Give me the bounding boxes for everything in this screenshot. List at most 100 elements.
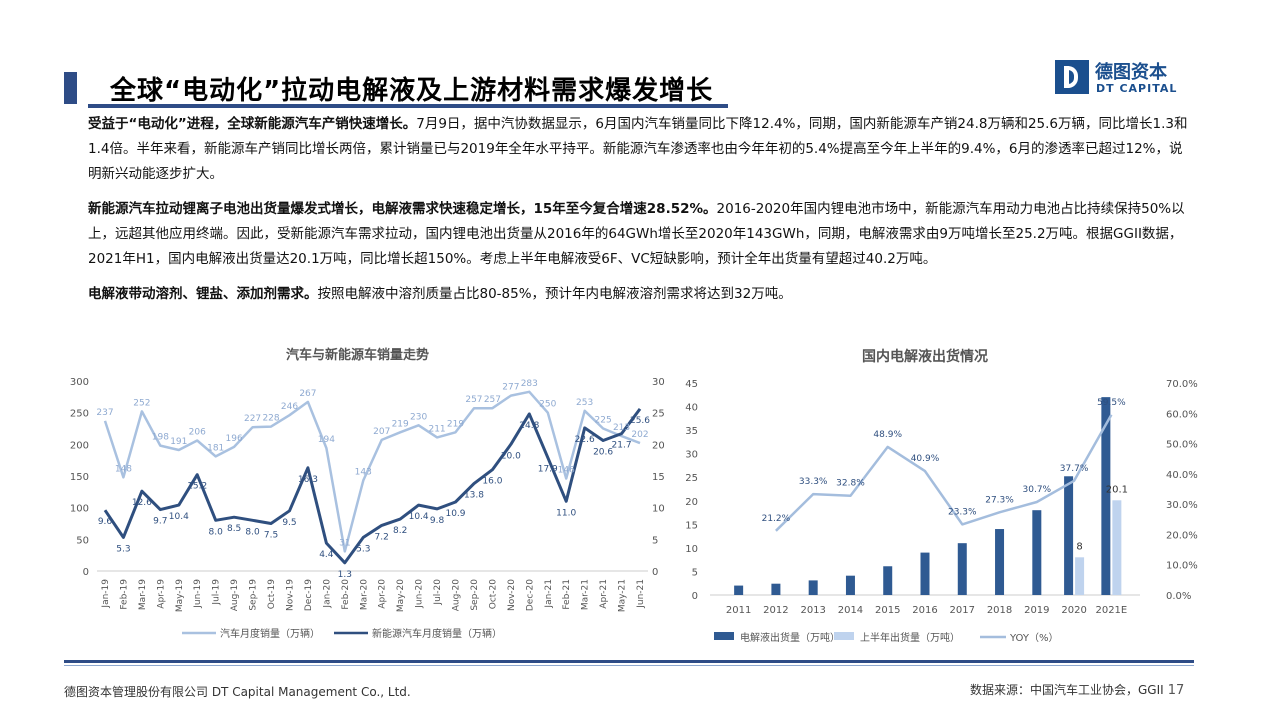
total-sales-data-label: 219	[447, 419, 464, 429]
total-sales-data-label: 252	[133, 398, 150, 408]
yoy-data-label: 30.7%	[1023, 485, 1052, 495]
x-axis-tick-label: Nov-19	[285, 579, 295, 611]
x-axis-tick-label: Feb-20	[341, 579, 351, 610]
half-year-bar	[1075, 557, 1085, 595]
x-axis-tick-label: Jul-20	[433, 579, 443, 606]
total-sales-data-label: 250	[539, 400, 556, 410]
paragraph-2: 新能源汽车拉动锂离子电池出货量爆发式增长，电解液需求快速稳定增长，15年至今复合…	[88, 197, 1194, 272]
series-line	[103, 390, 641, 553]
yoy-data-label: 48.9%	[873, 430, 902, 440]
right-axis-tick-label: 60.0%	[1166, 409, 1198, 420]
left-axis-tick-label: 40	[685, 403, 698, 414]
nev-sales-data-label: 16.0	[482, 477, 502, 487]
x-axis-tick-label: Dec-20	[525, 579, 535, 611]
series-line	[103, 408, 642, 565]
vehicle-sales-chart: 0 50 100 150 200 250 300 0 5 10 15 20 25 30 Jan-19 Feb-…	[70, 377, 665, 640]
left-axis-tick-label: 250	[70, 409, 89, 420]
right-axis-tick-label: 25	[652, 409, 665, 420]
left-axis-tick-label: 150	[70, 472, 89, 483]
left-axis-tick-label: 15	[685, 520, 698, 531]
nev-sales-data-label: 12.6	[132, 498, 152, 508]
title-accent-bar	[64, 72, 77, 104]
logo-english-name: DT CAPITAL	[1096, 82, 1178, 95]
nev-sales-data-label: 7.2	[375, 532, 389, 542]
legend-swatch	[834, 632, 854, 640]
x-axis-tick-label: May-20	[396, 579, 406, 612]
nev-sales-data-label: 21.7	[612, 441, 632, 451]
x-axis-tick-label: 2021E	[1095, 605, 1127, 616]
nev-sales-data-label: 11.0	[556, 508, 576, 518]
x-axis-tick-label: Jun-20	[415, 579, 425, 609]
half-year-data-label: 20.1	[1106, 484, 1128, 495]
yoy-line	[775, 414, 1113, 532]
left-axis-tick-label: 20	[685, 497, 698, 508]
right-axis-tick-label: 20	[652, 440, 665, 451]
x-axis-tick-label: 2014	[838, 605, 863, 616]
total-sales-data-label: 202	[631, 430, 648, 440]
shipment-bar	[920, 552, 930, 595]
total-sales-data-label: 213	[613, 423, 630, 433]
x-axis-tick-label: 2020	[1061, 605, 1086, 616]
nev-sales-data-label: 9.6	[98, 517, 113, 527]
x-axis-tick-label: Jan-21	[544, 579, 554, 609]
shipment-bar	[957, 543, 967, 595]
total-sales-data-label: 206	[189, 428, 206, 438]
x-axis-tick-label: 2017	[950, 605, 975, 616]
x-axis-tick-label: Mar-19	[138, 579, 148, 610]
page-number: 17	[1167, 683, 1185, 698]
shipment-bar	[771, 583, 781, 595]
x-axis-tick-label: Apr-20	[378, 579, 388, 609]
chart2-title: 国内电解液出货情况	[862, 349, 988, 365]
footer-company: 德图资本管理股份有限公司 DT Capital Management Co., …	[64, 685, 411, 699]
x-axis-tick-label: Jan-19	[101, 579, 111, 609]
total-sales-data-label: 227	[244, 414, 261, 424]
right-axis-tick-label: 0	[652, 567, 658, 578]
x-axis-tick-label: 2019	[1024, 605, 1049, 616]
total-sales-data-label: 228	[262, 414, 279, 424]
nev-sales-data-label: 1.3	[338, 570, 352, 580]
x-axis-tick-label: May-21	[618, 579, 628, 612]
shipment-bar	[808, 580, 818, 595]
nev-sales-data-label: 5.3	[116, 544, 130, 554]
total-sales-data-label: 246	[281, 402, 298, 412]
total-sales-data-label: 230	[410, 412, 427, 422]
x-axis-tick-label: 2011	[726, 605, 751, 616]
x-axis-tick-label: 2016	[912, 605, 937, 616]
nev-sales-data-label: 22.6	[575, 435, 595, 445]
right-axis-tick-label: 20.0%	[1166, 530, 1198, 541]
legend-swatch	[714, 632, 734, 640]
total-sales-data-label: 181	[207, 443, 224, 453]
paragraph-1: 受益于“电动化”进程，全球新能源汽车产销快速增长。7月9日，据中汽协数据显示，6…	[88, 112, 1194, 187]
right-axis-tick-label: 50.0%	[1166, 440, 1198, 451]
nev-sales-data-label: 20.6	[593, 448, 613, 458]
total-sales-data-label: 148	[115, 464, 132, 474]
left-axis-tick-label: 0	[83, 567, 89, 578]
half-year-bar	[1112, 500, 1122, 595]
nev-sales-data-label: 17.9	[538, 465, 558, 475]
title-underline	[88, 104, 728, 108]
total-sales-data-label: 257	[465, 395, 482, 405]
x-axis-tick-label: Feb-21	[562, 579, 572, 610]
nev-sales-data-label: 9.5	[282, 518, 296, 528]
nev-sales-data-label: 16.3	[298, 475, 318, 485]
shipment-bar	[845, 575, 855, 595]
total-sales-data-label: 191	[170, 437, 187, 447]
x-axis-tick-label: Jan-20	[322, 579, 332, 609]
x-axis-tick-label: May-19	[175, 579, 185, 612]
right-axis-tick-label: 10.0%	[1166, 561, 1198, 572]
total-sales-data-label: 267	[299, 389, 316, 399]
yoy-data-label: 27.3%	[985, 495, 1014, 505]
x-axis-tick-label: Jul-19	[212, 579, 222, 606]
yoy-data-label: 37.7%	[1060, 464, 1089, 474]
total-sales-data-label: 277	[502, 383, 519, 393]
left-axis-tick-label: 35	[685, 426, 698, 437]
total-sales-data-label: 257	[484, 395, 501, 405]
right-axis-tick-label: 15	[652, 472, 665, 483]
nev-sales-data-label: 8.0	[209, 527, 224, 537]
total-sales-data-label: 194	[318, 435, 335, 445]
left-axis-tick-label: 300	[70, 377, 89, 388]
footer-divider-thin	[64, 665, 1194, 666]
right-axis-tick-label: 70.0%	[1166, 379, 1198, 390]
paragraph-3: 电解液带动溶剂、锂盐、添加剂需求。按照电解液中溶剂质量占比80-85%，预计年内…	[88, 282, 1194, 307]
yoy-data-label: 32.8%	[836, 479, 865, 489]
